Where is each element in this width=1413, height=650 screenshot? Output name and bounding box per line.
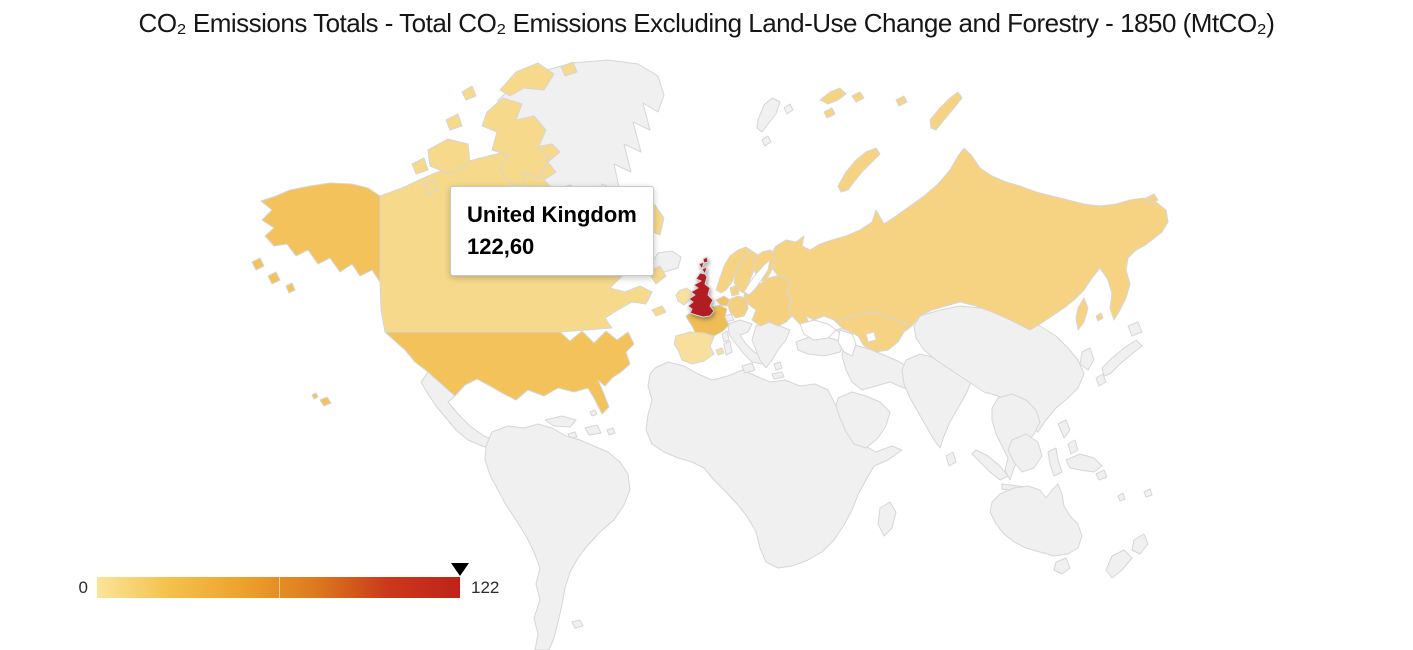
island-hawaii-1[interactable] (319, 396, 332, 407)
island-borneo[interactable] (1007, 433, 1043, 473)
island-arctic-3[interactable] (461, 85, 477, 101)
country-germany-group (727, 295, 749, 319)
country-spain-portugal[interactable] (673, 331, 715, 365)
island-madagascar[interactable] (877, 501, 897, 537)
island-solomon[interactable] (1095, 469, 1108, 481)
no-data-countries (420, 59, 1153, 650)
island-aleutian-3[interactable] (285, 282, 296, 294)
island-aleutian-2[interactable] (267, 271, 281, 285)
island-balearic[interactable] (715, 347, 725, 356)
island-shetland[interactable] (702, 256, 709, 264)
island-sicily[interactable] (741, 362, 756, 374)
country-denmark[interactable] (729, 284, 740, 297)
island-arctic-russia[interactable] (895, 95, 908, 107)
island-svalbard[interactable] (756, 97, 781, 133)
island-greece[interactable] (773, 361, 783, 371)
inland-seas (743, 259, 877, 357)
island-sardinia[interactable] (723, 340, 733, 356)
island-wrangel[interactable] (1145, 193, 1159, 205)
continent-africa[interactable] (645, 361, 903, 569)
country-usa-group (251, 182, 635, 415)
island-severnaya-zemlya[interactable] (929, 91, 963, 131)
island-baffin[interactable] (481, 97, 550, 189)
island-vanuatu[interactable] (1117, 492, 1126, 502)
tooltip-country: United Kingdom (467, 202, 637, 227)
island-puerto-rico[interactable] (606, 427, 616, 436)
sea-black (799, 319, 837, 341)
region-benelux[interactable] (715, 295, 731, 307)
region-alaska[interactable] (260, 182, 381, 283)
continent-south-america[interactable] (484, 423, 631, 650)
island-tasmania[interactable] (1053, 557, 1071, 575)
island-arctic-2[interactable] (411, 157, 429, 175)
island-hawaii-2[interactable] (311, 392, 319, 400)
country-cuba[interactable] (544, 415, 577, 428)
island-franz-josef-2[interactable] (851, 91, 865, 103)
island-svalbard-2[interactable] (783, 103, 794, 115)
island-philippines[interactable] (1057, 419, 1071, 439)
country-germany[interactable] (727, 295, 749, 319)
island-sakhalin[interactable] (1075, 297, 1089, 331)
island-crete[interactable] (771, 371, 785, 380)
tooltip: United Kingdom 122,60 (450, 186, 654, 276)
country-new-zealand-south[interactable] (1105, 549, 1133, 579)
island-new-guinea[interactable] (1065, 453, 1103, 473)
region-nova-scotia[interactable] (651, 305, 667, 317)
island-arctic-5[interactable] (423, 179, 439, 195)
sea-baltic (743, 259, 771, 296)
island-sulawesi[interactable] (1047, 447, 1063, 477)
country-japan-kyushu[interactable] (1095, 373, 1107, 387)
country-ireland-group (675, 287, 693, 306)
region-indochina[interactable] (991, 393, 1041, 481)
sea-caspian (837, 329, 857, 357)
island-ellesmere[interactable] (499, 62, 555, 97)
island-philippines-2[interactable] (1067, 439, 1079, 455)
island-arctic-4[interactable] (560, 61, 578, 77)
page-title: CO₂ Emissions Totals - Total CO₂ Emissio… (138, 8, 1275, 38)
region-korea[interactable] (1079, 347, 1095, 371)
island-falkland[interactable] (571, 619, 584, 629)
island-aleutian-1[interactable] (251, 257, 265, 271)
country-australia[interactable] (989, 483, 1083, 557)
country-russia[interactable] (769, 147, 1169, 353)
island-novaya-zemlya[interactable] (837, 147, 881, 193)
tooltip-value: 122,60 (467, 234, 535, 259)
island-corsica[interactable] (721, 330, 730, 343)
country-japan-hokkaido[interactable] (1127, 321, 1143, 337)
island-sumatra[interactable] (971, 449, 1009, 481)
island-kurils[interactable] (1095, 312, 1104, 322)
island-bahamas[interactable] (589, 409, 598, 417)
country-ireland[interactable] (675, 287, 693, 306)
country-russia-group (769, 87, 1169, 353)
region-iberia-group (673, 331, 725, 365)
island-victoria[interactable] (427, 138, 471, 175)
country-uk-group (687, 256, 715, 318)
country-new-zealand-north[interactable] (1131, 533, 1149, 555)
island-franz-josef-1[interactable] (819, 87, 847, 105)
region-benelux-group (715, 295, 731, 307)
region-arabia[interactable] (835, 391, 891, 449)
island-svalbard-3[interactable] (761, 135, 772, 147)
border-russia-kazakhstan (835, 311, 911, 327)
island-franz-josef-3[interactable] (823, 107, 836, 119)
island-sri-lanka[interactable] (945, 451, 957, 467)
country-united-states[interactable] (384, 330, 635, 415)
country-hispaniola[interactable] (584, 424, 602, 436)
country-united-kingdom[interactable] (687, 261, 715, 318)
sea-aral (865, 331, 877, 343)
country-japan-honshu[interactable] (1101, 339, 1143, 377)
island-fiji[interactable] (1143, 488, 1153, 498)
island-arctic-1[interactable] (445, 113, 463, 131)
